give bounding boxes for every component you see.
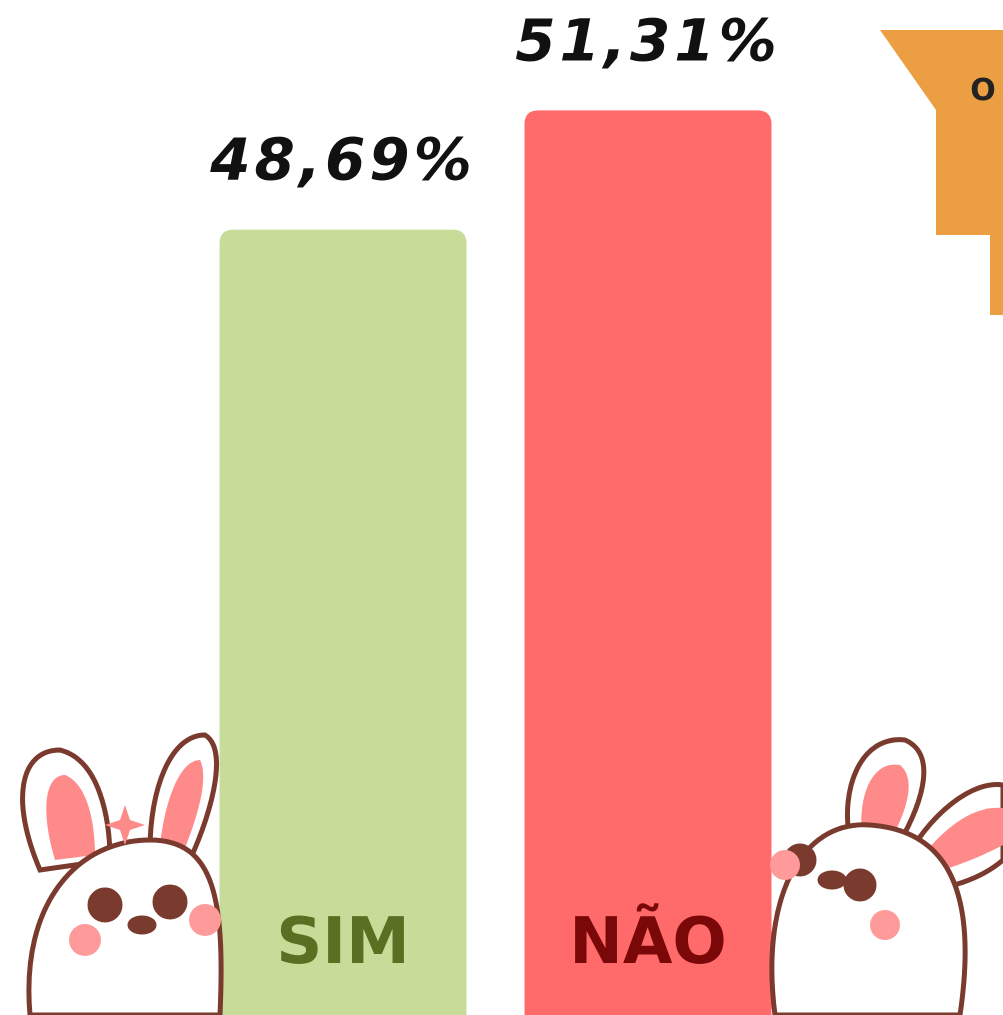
bars xyxy=(219,110,772,1015)
value-label: 51,31% xyxy=(515,6,781,74)
bunny-left xyxy=(20,732,224,1015)
bar xyxy=(524,110,772,1015)
note-text: O xyxy=(970,73,996,108)
category-label: NÃO xyxy=(569,903,727,979)
orange-note xyxy=(880,30,1003,315)
value-label: 48,69% xyxy=(209,126,476,194)
bunny-right xyxy=(769,737,1003,1015)
category-label: SIM xyxy=(276,905,410,979)
bar xyxy=(219,229,467,1015)
